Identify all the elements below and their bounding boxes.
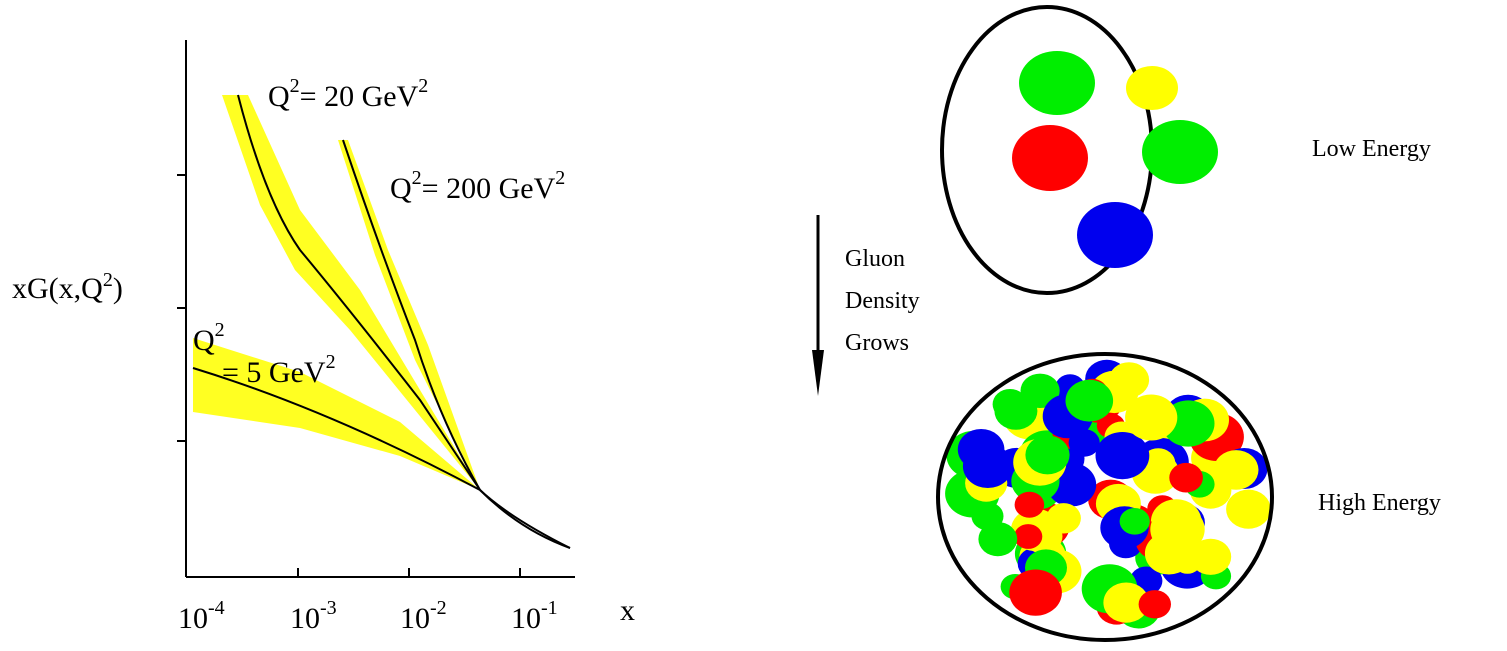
q-exp: 2 xyxy=(215,319,225,341)
curve-exp: 2 xyxy=(418,75,428,97)
gluon xyxy=(1014,524,1042,549)
x-tick-label: 10-2 xyxy=(400,597,447,635)
high-energy-label: High Energy xyxy=(1318,490,1441,516)
x-tick-label: 10-3 xyxy=(290,597,337,635)
gluon xyxy=(1066,380,1114,422)
gluon xyxy=(1015,492,1045,518)
gluon xyxy=(1109,362,1149,397)
y-label-end: ) xyxy=(113,272,123,305)
gluon xyxy=(1226,490,1271,529)
tick-base: 10 xyxy=(400,602,430,635)
gluon xyxy=(1019,51,1095,115)
gluon xyxy=(963,444,1013,488)
arrow-label: Gluon xyxy=(845,246,905,272)
arrow-head xyxy=(812,350,824,396)
tick-exp: -4 xyxy=(208,597,225,619)
gluon xyxy=(1120,508,1150,535)
curve-label: Q2= 200 GeV2 xyxy=(390,167,565,205)
gluon xyxy=(1125,395,1177,441)
x-tick-label: 10-1 xyxy=(511,597,558,635)
gluon xyxy=(994,392,1037,430)
y-label: xG(x,Q2) xyxy=(12,269,123,305)
q-exp: 2 xyxy=(290,75,300,97)
gluon xyxy=(1139,590,1171,618)
gluon xyxy=(1009,570,1062,616)
arrow-label: Density xyxy=(845,288,920,314)
curve-text: = 200 GeV xyxy=(422,172,556,205)
low-energy-label: Low Energy xyxy=(1312,136,1431,162)
tick-exp: -1 xyxy=(541,597,558,619)
tick-exp: -3 xyxy=(320,597,337,619)
curve-label: Q2= 20 GeV2 xyxy=(268,75,428,113)
gluon xyxy=(1190,539,1231,575)
curve-tail xyxy=(480,490,570,548)
gluon xyxy=(1126,66,1178,110)
gluon xyxy=(1025,435,1069,474)
q: Q xyxy=(193,324,215,357)
gluon xyxy=(1214,450,1259,490)
figure: xG(x,Q2)x10-410-310-210-1Q2= 20 GeV2Q2= … xyxy=(0,0,1507,646)
tick-exp: -2 xyxy=(430,597,447,619)
q: Q xyxy=(390,172,412,205)
curve-text: = 5 GeV xyxy=(222,356,326,389)
y-label-text: xG(x,Q xyxy=(12,272,103,305)
tick-base: 10 xyxy=(511,602,541,635)
gluon xyxy=(1142,120,1218,184)
curve-label: = 5 GeV2 xyxy=(222,351,336,389)
y-label-sup: 2 xyxy=(103,269,113,291)
x-label: x xyxy=(620,594,635,627)
x-tick-label: 10-4 xyxy=(178,597,225,635)
gluon xyxy=(1096,432,1150,479)
gluon xyxy=(1046,503,1081,533)
curve-tail-2 xyxy=(480,490,570,548)
tick-base: 10 xyxy=(178,602,208,635)
gluon xyxy=(1077,202,1153,268)
gluon xyxy=(1012,125,1088,191)
curve-exp: 2 xyxy=(555,167,565,189)
curve-exp: 2 xyxy=(326,351,336,373)
curve-text: = 20 GeV xyxy=(300,80,419,113)
tick-base: 10 xyxy=(290,602,320,635)
gluon xyxy=(1169,463,1203,493)
gluon xyxy=(978,522,1017,556)
q: Q xyxy=(268,80,290,113)
arrow-label: Grows xyxy=(845,330,909,356)
q-exp: 2 xyxy=(412,167,422,189)
